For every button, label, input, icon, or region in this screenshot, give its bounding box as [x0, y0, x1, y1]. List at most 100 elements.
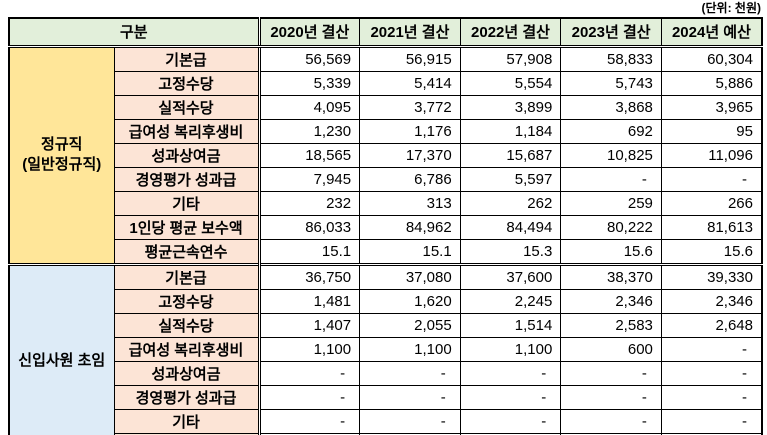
table-row: 고정수당 5,339 5,414 5,554 5,743 5,886	[9, 70, 763, 96]
value-cell: 1,514	[459, 312, 562, 338]
value-cell: -	[560, 360, 662, 386]
value-cell: 17,370	[359, 142, 461, 168]
value-cell: -	[459, 408, 562, 434]
value-cell: 15.3	[459, 238, 562, 265]
row-label-cell: 기타	[113, 408, 260, 434]
value-cell: 1,620	[359, 288, 461, 314]
column-header-2021: 2021년 결산	[359, 17, 461, 48]
value-cell: 2,346	[560, 288, 662, 314]
value-cell: 1,407	[257, 312, 361, 338]
table-row: 성과상여금 - - - - -	[9, 360, 763, 386]
value-cell: 15.1	[359, 238, 461, 265]
value-cell: -	[660, 336, 763, 362]
value-cell: -	[560, 166, 662, 192]
row-label-cell: 실적수당	[113, 94, 260, 120]
group-cell-regular-staff: 정규직 (일반정규직)	[8, 45, 115, 265]
column-header-2020: 2020년 결산	[257, 17, 361, 48]
value-cell: 44,324	[660, 432, 763, 435]
value-cell: 10,825	[560, 142, 662, 168]
value-cell: 5,339	[257, 70, 361, 96]
value-cell: 1,481	[257, 288, 361, 314]
value-cell: 232	[257, 190, 361, 216]
value-cell: 15,687	[459, 142, 562, 168]
value-cell: 3,965	[660, 94, 763, 120]
value-cell: 95	[660, 118, 763, 144]
value-cell: 6,786	[359, 166, 461, 192]
row-label-cell: 급여성 복리후생비	[113, 336, 260, 362]
value-cell: 1,176	[359, 118, 461, 144]
value-cell: -	[257, 384, 361, 410]
value-cell: 38,370	[560, 262, 662, 290]
value-cell: 1,100	[257, 336, 361, 362]
corner-header: 구분	[8, 17, 260, 48]
row-label-cell: 기본급	[113, 262, 260, 290]
value-cell: 5,886	[660, 70, 763, 96]
value-cell: 58,833	[560, 45, 662, 72]
value-cell: 600	[560, 336, 662, 362]
group-cell-new-employee: 신입사원 초임	[8, 262, 115, 435]
column-header-2024: 2024년 예산	[660, 17, 763, 48]
value-cell: 5,554	[459, 70, 562, 96]
table-row: 급여성 복리후생비 1,230 1,176 1,184 692 95	[9, 118, 763, 144]
value-cell: 2,648	[660, 312, 763, 338]
row-label-cell: 경영평가 성과급	[113, 166, 260, 192]
value-cell: 7,945	[257, 166, 361, 192]
value-cell: 84,962	[359, 214, 461, 240]
salary-table: 구분 2020년 결산 2021년 결산 2022년 결산 2023년 결산 2…	[8, 17, 763, 435]
value-cell: -	[660, 166, 763, 192]
row-label-cell: 기본급	[113, 45, 260, 72]
value-cell: -	[660, 384, 763, 410]
row-label-cell: 고정수당	[113, 288, 260, 314]
value-cell: 15.1	[257, 238, 361, 265]
unit-label: (단위: 천원)	[701, 1, 761, 15]
value-cell: 3,772	[359, 94, 461, 120]
value-cell: 11,096	[660, 142, 763, 168]
table-row: 1인당 평균 보수액 86,033 84,962 84,494 80,222 81,613	[9, 214, 763, 240]
value-cell: 259	[560, 190, 662, 216]
value-cell: -	[359, 384, 461, 410]
table-row: 정규직 (일반정규직) 기본급 56,569 56,915 57,908 58,833 60…	[8, 45, 763, 265]
value-cell: 86,033	[257, 214, 361, 240]
table-row: 기타 232 313 262 259 266	[9, 190, 763, 216]
value-cell: 266	[660, 190, 763, 216]
value-cell: -	[459, 360, 562, 386]
value-cell: 37,600	[459, 262, 562, 290]
table-row: 경영평가 성과급 - - - - -	[9, 384, 763, 410]
value-cell: 57,908	[459, 45, 562, 72]
value-cell: 56,915	[359, 45, 461, 72]
header-row: 구분 2020년 결산 2021년 결산 2022년 결산 2023년 결산 2…	[8, 17, 763, 48]
table-row: 기타 - - - - -	[9, 408, 763, 434]
value-cell: 39,330	[660, 262, 763, 290]
value-cell: -	[660, 360, 763, 386]
value-cell: 15.6	[560, 238, 662, 265]
value-cell: 262	[459, 190, 562, 216]
table-row: 합계40,73841,85542,45943,89944,324	[9, 432, 763, 435]
column-header-2022: 2022년 결산	[459, 17, 562, 48]
value-cell: 692	[560, 118, 662, 144]
value-cell: 80,222	[560, 214, 662, 240]
row-label-cell: 평균근속연수	[113, 238, 260, 265]
value-cell: 2,583	[560, 312, 662, 338]
value-cell: 3,868	[560, 94, 662, 120]
row-label-cell: 경영평가 성과급	[113, 384, 260, 410]
value-cell: -	[359, 360, 461, 386]
value-cell: 5,414	[359, 70, 461, 96]
value-cell: 15.6	[660, 238, 763, 265]
value-cell: 1,100	[359, 336, 461, 362]
table-row: 평균근속연수 15.1 15.1 15.3 15.6 15.6	[9, 238, 763, 265]
value-cell: -	[257, 408, 361, 434]
row-label-cell: 1인당 평균 보수액	[113, 214, 260, 240]
row-label-cell: 실적수당	[113, 312, 260, 338]
value-cell: 5,597	[459, 166, 562, 192]
value-cell: 4,095	[257, 94, 361, 120]
column-header-2023: 2023년 결산	[560, 17, 662, 48]
row-label-cell: 고정수당	[113, 70, 260, 96]
value-cell: 1,184	[459, 118, 562, 144]
value-cell: 81,613	[660, 214, 763, 240]
row-label-cell: 성과상여금	[113, 360, 260, 386]
value-cell: -	[459, 384, 562, 410]
table-row: 신입사원 초임 기본급 36,750 37,080 37,600 38,370 39,330	[8, 262, 763, 435]
value-cell: 2,055	[359, 312, 461, 338]
row-label-cell: 급여성 복리후생비	[113, 118, 260, 144]
value-cell: -	[359, 408, 461, 434]
